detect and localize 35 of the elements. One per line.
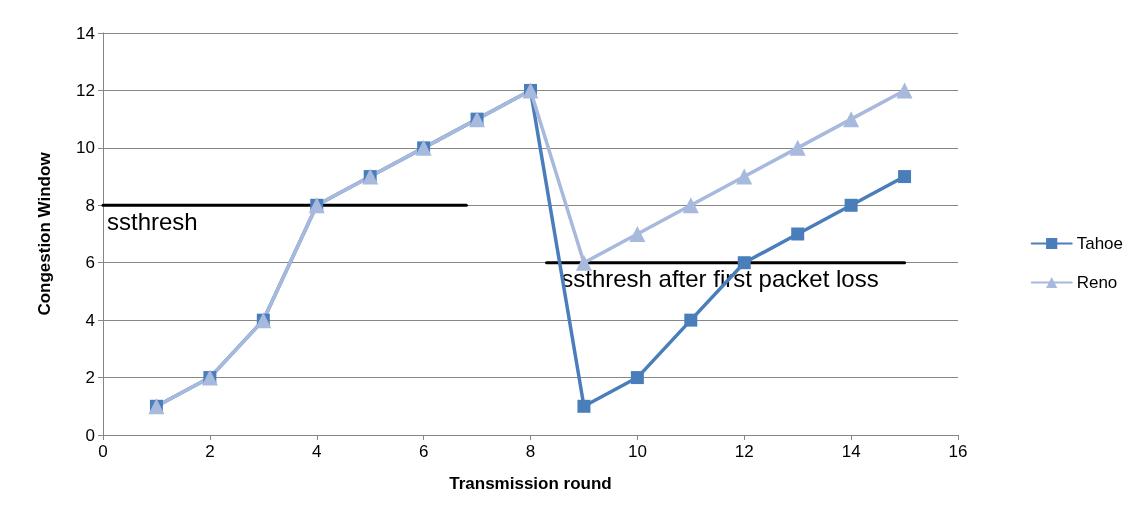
y-axis-title: Congestion Window — [35, 151, 54, 316]
point — [896, 82, 913, 99]
point — [577, 399, 591, 413]
point — [575, 254, 592, 271]
x-tick-label: 0 — [98, 442, 108, 461]
y-tick-label: 2 — [85, 368, 95, 388]
point — [630, 371, 644, 385]
point — [789, 139, 806, 156]
x-tick-label: 6 — [418, 442, 429, 461]
y-tick-label: 4 — [85, 310, 95, 330]
y-tick-label: 0 — [85, 425, 95, 445]
point — [682, 197, 699, 214]
point — [684, 313, 698, 327]
point — [844, 198, 858, 212]
y-tick-label: 6 — [85, 253, 95, 273]
legend-label: Tahoe — [1076, 234, 1124, 253]
point — [736, 168, 753, 185]
y-tick-label: 10 — [76, 138, 95, 158]
x-tick-label: 10 — [627, 442, 647, 461]
legend-label: Reno — [1076, 273, 1118, 292]
point — [843, 111, 860, 128]
y-tick-label: 12 — [76, 80, 95, 100]
x-tick-label: 16 — [948, 442, 968, 461]
y-tick-label: 8 — [85, 195, 95, 215]
x-tick-label: 8 — [525, 442, 536, 461]
point — [791, 227, 805, 241]
x-tick-label: 12 — [734, 442, 754, 461]
x-tick-label: 2 — [205, 442, 215, 461]
point — [898, 170, 912, 184]
point — [629, 226, 646, 242]
x-tick-label: 14 — [841, 442, 861, 461]
x-axis-title: Transmission round — [449, 474, 612, 493]
x-tick-label: 4 — [312, 442, 322, 461]
annotation: ssthresh — [107, 207, 198, 235]
y-tick-label: 14 — [76, 23, 95, 43]
